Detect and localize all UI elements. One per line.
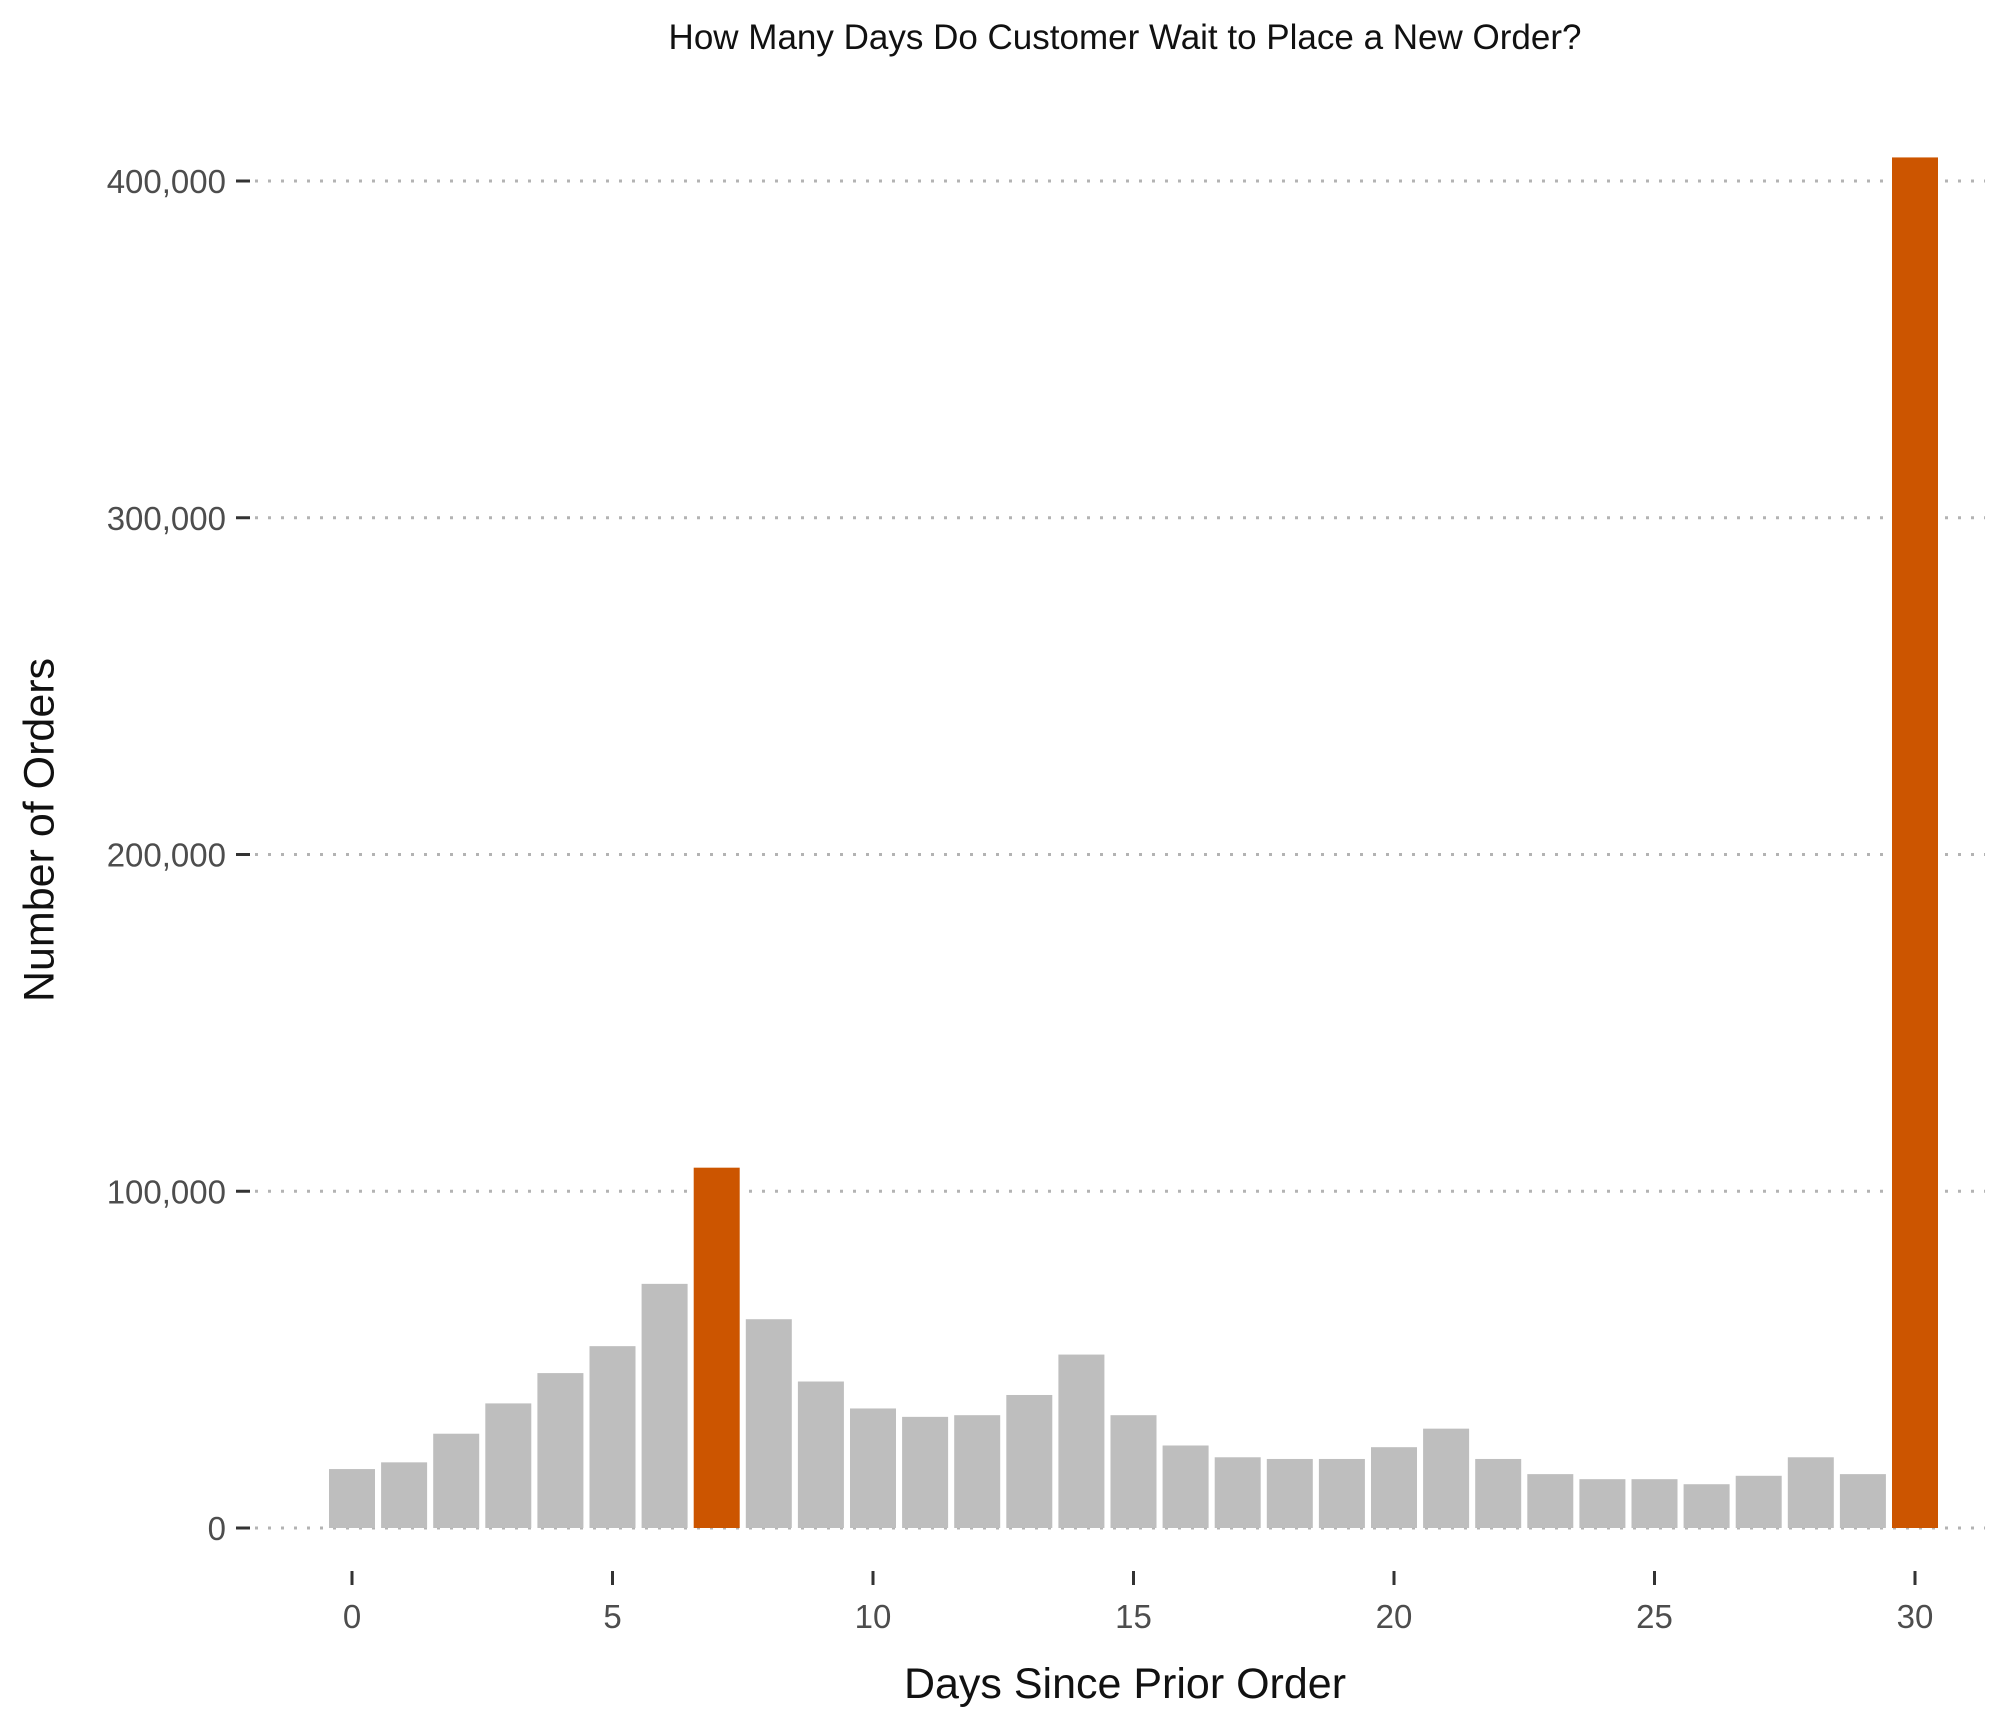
bar-day-29	[1839, 1474, 1886, 1528]
bar-day-3	[485, 1403, 532, 1528]
y-tick-label: 300,000	[107, 500, 226, 537]
bar-day-4	[537, 1373, 584, 1528]
bar-day-16	[1162, 1445, 1209, 1528]
bar-day-12	[954, 1415, 1001, 1528]
bar-day-7	[693, 1167, 740, 1528]
bar-day-20	[1371, 1447, 1417, 1528]
bar-day-0	[329, 1469, 375, 1528]
bar-day-2	[433, 1433, 480, 1528]
bar-day-9	[797, 1381, 844, 1528]
bar-day-13	[1006, 1394, 1053, 1528]
chart-title: How Many Days Do Customer Wait to Place …	[668, 18, 1582, 57]
y-tick-label: 400,000	[107, 163, 226, 200]
bar-day-18	[1266, 1458, 1313, 1528]
x-tick-label: 20	[1376, 1598, 1413, 1635]
bar-day-17	[1214, 1457, 1261, 1528]
bar-day-21	[1423, 1428, 1470, 1528]
bar-day-1	[381, 1462, 428, 1528]
bar-day-26	[1683, 1484, 1730, 1528]
bar-day-6	[641, 1283, 688, 1528]
x-tick-label: 0	[343, 1598, 361, 1635]
bar-day-11	[902, 1416, 949, 1528]
bar-day-15	[1110, 1415, 1157, 1528]
bar-day-10	[850, 1408, 896, 1528]
bar-day-5	[589, 1346, 636, 1528]
bar-day-28	[1787, 1457, 1834, 1528]
bar-day-8	[745, 1319, 792, 1528]
bar-day-27	[1735, 1475, 1782, 1528]
y-tick-label: 0	[208, 1510, 226, 1547]
bar-day-25	[1631, 1479, 1678, 1528]
bar-day-24	[1579, 1479, 1626, 1528]
x-axis-label: Days Since Prior Order	[903, 1660, 1347, 1708]
bar-day-22	[1475, 1458, 1522, 1528]
x-tick-label: 25	[1636, 1598, 1673, 1635]
x-tick-label: 30	[1897, 1598, 1934, 1635]
bar-day-19	[1318, 1458, 1365, 1528]
x-tick-label: 5	[603, 1598, 621, 1635]
bar-day-23	[1527, 1474, 1574, 1528]
y-tick-label: 100,000	[107, 1173, 226, 1210]
bar-day-30	[1892, 157, 1938, 1529]
x-tick-label: 10	[855, 1598, 892, 1635]
x-tick-label: 15	[1115, 1598, 1152, 1635]
bar-day-14	[1058, 1354, 1105, 1528]
y-tick-label: 200,000	[107, 837, 226, 874]
